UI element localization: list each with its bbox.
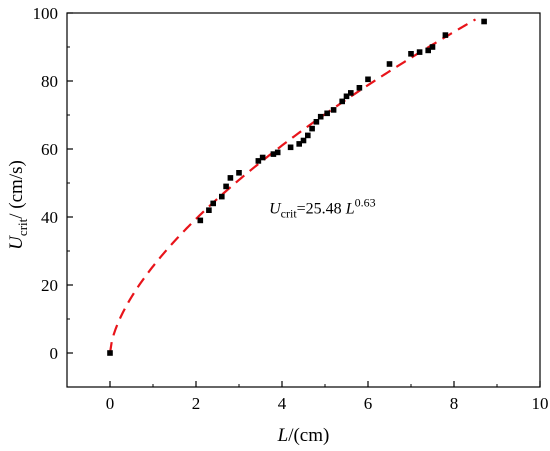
data-point bbox=[356, 85, 363, 91]
data-point bbox=[259, 154, 266, 161]
data-point bbox=[313, 119, 320, 125]
x-tick-label: 8 bbox=[450, 394, 459, 413]
x-axis-label-unit: /(cm) bbox=[288, 425, 329, 446]
fit-equation-sup: 0.63 bbox=[355, 196, 376, 210]
data-point bbox=[343, 93, 350, 100]
data-point bbox=[197, 217, 204, 224]
y-axis-label-var: U bbox=[6, 235, 27, 250]
x-tick-label: 2 bbox=[192, 394, 201, 413]
x-tick-label: 6 bbox=[364, 394, 373, 413]
data-point bbox=[416, 49, 423, 55]
data-point bbox=[317, 113, 324, 120]
x-tick-label: 10 bbox=[532, 394, 549, 413]
data-point bbox=[408, 51, 414, 57]
x-axis-label-var: L bbox=[277, 425, 289, 446]
y-tick-label: 40 bbox=[41, 208, 58, 227]
fit-equation-u: U bbox=[269, 201, 282, 218]
fit-equation-eq: =25.48 bbox=[297, 201, 346, 218]
y-tick-label: 60 bbox=[41, 140, 58, 159]
data-point bbox=[107, 350, 113, 356]
data-point bbox=[270, 151, 277, 157]
data-point bbox=[236, 170, 242, 176]
data-point bbox=[425, 47, 431, 54]
fit-equation: Ucrit=25.48 L0.63 bbox=[269, 196, 376, 221]
x-axis-label: L/(cm) bbox=[277, 425, 330, 446]
data-point bbox=[296, 141, 302, 147]
y-axis-label-sub: crit bbox=[15, 218, 30, 236]
y-axis-label-unit: / (cm/s) bbox=[6, 160, 27, 219]
data-point bbox=[227, 175, 234, 181]
fit-equation-l: L bbox=[345, 201, 355, 218]
x-tick-label: 0 bbox=[106, 394, 115, 413]
data-point bbox=[386, 61, 393, 67]
data-point bbox=[300, 137, 307, 144]
data-point bbox=[274, 149, 281, 156]
x-tick-label: 4 bbox=[278, 394, 287, 413]
data-point bbox=[324, 110, 330, 117]
y-axis-label: Ucrit/ (cm/s) bbox=[6, 160, 30, 250]
data-point bbox=[309, 125, 315, 132]
y-tick-label: 100 bbox=[33, 4, 59, 23]
data-point bbox=[219, 193, 225, 200]
fit-equation-sub: crit bbox=[281, 207, 298, 221]
data-point bbox=[442, 32, 449, 38]
data-points bbox=[107, 18, 487, 356]
data-point bbox=[223, 183, 229, 190]
data-point bbox=[481, 18, 487, 25]
data-point bbox=[365, 76, 371, 83]
y-tick-label: 80 bbox=[41, 72, 58, 91]
fit-curve bbox=[108, 18, 477, 354]
y-tick-label: 20 bbox=[41, 276, 58, 295]
data-point bbox=[287, 144, 294, 151]
y-tick-label: 0 bbox=[50, 344, 59, 363]
axis-ticks bbox=[66, 12, 541, 388]
data-point bbox=[348, 90, 354, 96]
data-point bbox=[330, 107, 337, 113]
plot-frame bbox=[66, 12, 541, 388]
data-point bbox=[305, 132, 311, 139]
data-point bbox=[339, 98, 345, 105]
data-point bbox=[206, 207, 212, 213]
data-point bbox=[255, 158, 262, 164]
data-point bbox=[210, 200, 216, 207]
data-point bbox=[429, 44, 436, 50]
